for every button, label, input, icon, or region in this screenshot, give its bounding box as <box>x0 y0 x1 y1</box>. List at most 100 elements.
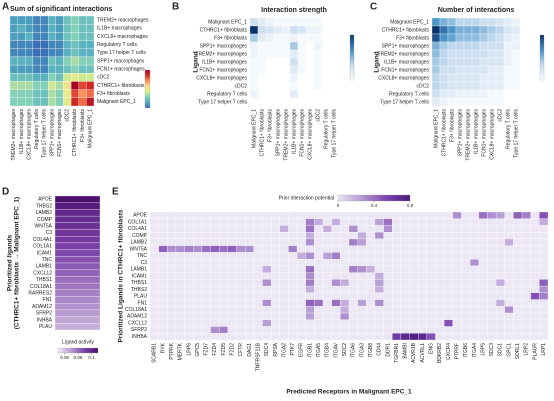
heatmap-cell <box>175 312 185 320</box>
heatmap-cell <box>348 252 358 260</box>
heatmap-cell <box>227 225 237 233</box>
heatmap-cell <box>25 15 34 25</box>
heatmap-cell <box>167 232 177 240</box>
heatmap-cell <box>444 312 453 320</box>
heatmap-cell <box>530 265 540 273</box>
heatmap-cell <box>400 319 410 327</box>
heatmap-cell <box>262 225 272 233</box>
row-label: cDC2 <box>234 83 247 89</box>
column-label: TREM2+ macrophages <box>11 109 17 161</box>
heatmap-cell <box>418 211 428 219</box>
heatmap-cell <box>55 81 64 90</box>
column-label: SPP1+ macrophages <box>457 109 463 157</box>
row-label: CTHRC1+ fibroblasts <box>382 27 430 33</box>
colorbar-tick-label: 0 <box>337 203 340 208</box>
y-axis-label: Prioritized Ligands in CTHRC1+ fibroblas… <box>118 209 125 342</box>
heatmap-cell <box>503 81 513 91</box>
heatmap-cell <box>469 245 479 253</box>
heatmap-cell <box>86 24 95 33</box>
heatmap-cell <box>431 57 441 67</box>
heatmap-cell <box>471 49 481 59</box>
heatmap-cell <box>48 15 56 25</box>
heatmap-cell <box>530 245 540 253</box>
heatmap-cell <box>219 259 229 267</box>
heatmap-cell <box>340 333 350 341</box>
heatmap-cell <box>257 97 267 107</box>
heatmap-cell <box>70 81 79 90</box>
heatmap-cell <box>257 65 267 75</box>
column-label: cDC2 <box>65 109 71 122</box>
heatmap-cell <box>521 312 531 320</box>
heatmap-cell <box>418 292 428 300</box>
heatmap-cell <box>329 81 339 91</box>
heatmap-cell <box>305 225 315 233</box>
heatmap-cell <box>78 32 87 41</box>
heatmap-cell <box>236 225 246 233</box>
heatmap-cell <box>48 32 56 41</box>
column-label: CTHRC1+ fibroblasts <box>72 109 78 157</box>
heatmap-cell <box>262 252 272 260</box>
heatmap-cell <box>253 279 263 287</box>
heatmap-cell <box>305 49 315 59</box>
row-label: SPP1+ macrophages <box>382 43 430 49</box>
heatmap-cell <box>321 65 331 75</box>
heatmap-cell <box>331 211 341 219</box>
heatmap-cell <box>331 259 341 267</box>
heatmap-cell <box>253 333 263 341</box>
heatmap-cell <box>321 17 331 27</box>
heatmap-cell <box>426 225 436 233</box>
heatmap-cell <box>471 65 481 75</box>
heatmap-cell <box>289 33 299 43</box>
heatmap-cell <box>63 48 72 58</box>
row-label: Malignant EPC_1 <box>97 99 136 105</box>
heatmap-cell <box>40 81 49 90</box>
heatmap-cell <box>444 218 453 226</box>
heatmap-cell <box>357 252 367 260</box>
heatmap-cell <box>461 306 471 314</box>
heatmap-cell <box>296 312 306 320</box>
heatmap-cell <box>262 265 272 273</box>
heatmap-cell <box>487 211 497 219</box>
heatmap-cell <box>158 279 168 287</box>
heatmap-cell <box>305 312 315 320</box>
heatmap-cell <box>305 326 315 334</box>
heatmap-cell <box>270 285 280 293</box>
heatmap-cell <box>55 89 64 98</box>
heatmap-cell <box>78 56 87 66</box>
heatmap-cell <box>193 306 203 314</box>
heatmap-cell <box>471 97 481 107</box>
heatmap-cell <box>348 279 358 287</box>
heatmap-cell <box>471 81 481 91</box>
heatmap-cell <box>461 299 471 307</box>
heatmap-cell <box>340 218 350 226</box>
heatmap-cell <box>530 211 540 219</box>
heatmap-cell <box>253 211 263 219</box>
heatmap-cell <box>452 232 462 240</box>
column-label: BAMBI <box>403 343 409 359</box>
heatmap-cell <box>17 89 26 98</box>
heatmap-cell <box>495 17 505 27</box>
column-label: Type 17 helper T cells <box>42 109 48 158</box>
heatmap-cell <box>435 299 445 307</box>
heatmap-cell <box>495 73 505 83</box>
heatmap-cell <box>175 211 185 219</box>
heatmap-cell <box>495 41 505 51</box>
row-label: F3+ fibroblasts <box>97 91 130 97</box>
heatmap-cell <box>32 15 41 25</box>
heatmap-cell <box>9 15 18 25</box>
heatmap-cell <box>435 259 445 267</box>
heatmap-cell <box>392 218 402 226</box>
heatmap-cell <box>435 225 445 233</box>
heatmap-cell <box>201 319 211 327</box>
heatmap-cell <box>279 299 289 307</box>
heatmap-cell <box>392 225 402 233</box>
heatmap-cell <box>149 285 159 293</box>
heatmap-cell <box>418 245 428 253</box>
heatmap-cell <box>227 285 237 293</box>
heatmap-cell <box>495 299 505 307</box>
heatmap-cell <box>478 333 488 341</box>
heatmap-cell <box>469 238 479 246</box>
heatmap-cell <box>513 232 523 240</box>
heatmap-cell <box>539 285 549 293</box>
column-label: Malignant EPC_1 <box>251 109 257 148</box>
